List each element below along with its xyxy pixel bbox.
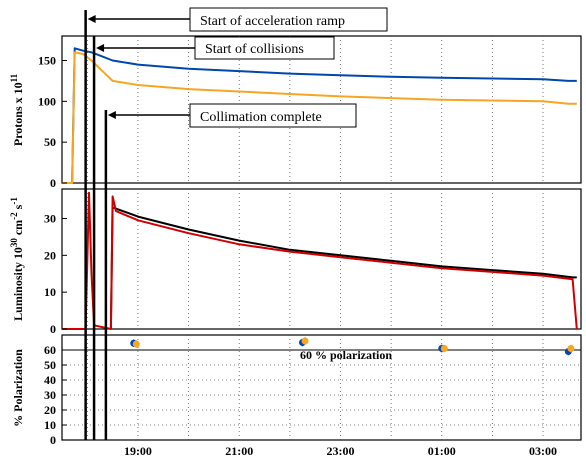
y-tick-label: 30	[44, 388, 56, 402]
series-line	[109, 206, 577, 330]
y-tick-label: 0	[50, 433, 56, 447]
annotation-collimation-text: Collimation complete	[200, 110, 322, 125]
event-markers	[84, 10, 195, 440]
annotation-ramp: Start of acceleration ramp	[189, 7, 388, 32]
y-tick-label: 150	[38, 54, 56, 68]
annotation-ramp-text: Start of acceleration ramp	[200, 14, 345, 29]
x-tick-label: 19:00	[124, 444, 152, 458]
grid-layer	[62, 36, 581, 440]
protons-ylabel: Protons x 1011	[9, 73, 25, 146]
x-tick-label: 21:00	[225, 444, 253, 458]
annotation-arrowhead	[107, 111, 116, 119]
y-tick-label: 100	[38, 94, 56, 108]
annotation-arrowhead	[87, 15, 96, 23]
y-tick-label: 40	[44, 373, 56, 387]
series-line	[62, 51, 577, 184]
y-tick-label: 30	[44, 211, 56, 225]
y-tick-label: 10	[44, 285, 56, 299]
polarization-ylabel: % Polarization	[11, 349, 25, 427]
y-tick-label: 20	[44, 248, 56, 262]
luminosity-ylabel: Luminosity 1030 cm-2 s-1	[9, 197, 25, 321]
series-layer	[62, 47, 581, 356]
annotation-collimation: Collimation complete	[189, 103, 357, 128]
annotation-arrowhead	[96, 44, 105, 52]
x-tick-label: 01:00	[428, 444, 456, 458]
luminosity-panel-frame	[61, 188, 582, 330]
y-tick-label: 20	[44, 403, 56, 417]
data-point	[440, 345, 448, 352]
y-tick-label: 0	[50, 322, 56, 336]
y-tick-label: 50	[44, 135, 56, 149]
y-tick-label: 60	[44, 343, 56, 357]
data-point	[301, 337, 309, 345]
y-tick-label: 50	[44, 358, 56, 372]
reference-line-label: 60 % polarization	[300, 348, 392, 362]
data-point	[132, 340, 140, 348]
annotation-collisions: Start of collisions	[194, 36, 335, 60]
x-tick-label: 03:00	[529, 444, 557, 458]
series-line	[62, 191, 578, 330]
series-line	[62, 47, 577, 184]
x-tick-label: 23:00	[326, 444, 354, 458]
data-point	[567, 345, 575, 352]
annotation-collisions-text: Start of collisions	[205, 42, 304, 57]
y-tick-label: 0	[50, 176, 56, 190]
y-tick-label: 10	[44, 418, 56, 432]
polarization-panel-frame	[61, 334, 582, 441]
protons-panel-frame	[61, 35, 582, 184]
